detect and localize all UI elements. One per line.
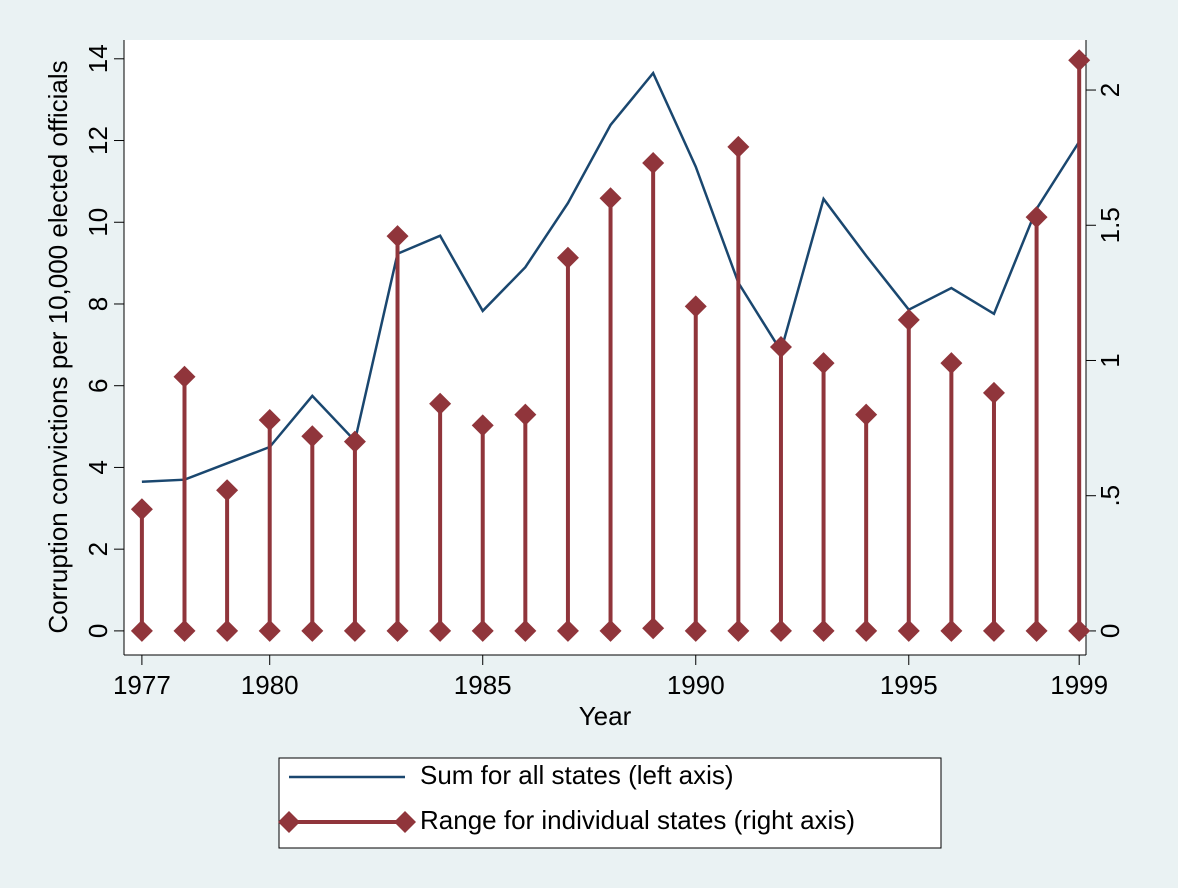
y2-tick-label: 1 (1095, 353, 1125, 367)
y-tick-label: 10 (83, 208, 113, 237)
range-high-cap (386, 225, 409, 248)
y-tick-label: 0 (83, 624, 113, 638)
range-high-cap (258, 408, 281, 431)
range-high-cap (642, 152, 665, 175)
y-tick-label: 4 (83, 460, 113, 474)
y2-tick-label: 0 (1095, 624, 1125, 638)
range-low-cap (982, 619, 1005, 642)
range-low-cap (812, 619, 835, 642)
legend-label: Sum for all states (left axis) (420, 760, 734, 790)
x-tick-label: 1995 (880, 670, 938, 700)
range-high-cap (1025, 206, 1048, 229)
legend-swatch-cap (394, 811, 416, 833)
range-high-cap (982, 381, 1005, 404)
range-high-cap (684, 295, 707, 318)
range-low-cap (216, 619, 239, 642)
range-high-cap (897, 308, 920, 331)
x-axis-title: Year (579, 701, 632, 731)
range-low-cap (897, 619, 920, 642)
range-high-cap (343, 430, 366, 453)
range-low-cap (429, 619, 452, 642)
range-high-cap (727, 135, 750, 158)
range-low-cap (258, 619, 281, 642)
range-high-cap (471, 414, 494, 437)
y-tick-label: 2 (83, 542, 113, 556)
y2-tick-label: 2 (1095, 83, 1125, 97)
range-low-cap (173, 619, 196, 642)
range-high-cap (769, 335, 792, 358)
range-low-cap (940, 619, 963, 642)
x-tick-label: 1980 (241, 670, 299, 700)
y2-tick-label: .5 (1095, 485, 1125, 507)
range-low-cap (130, 619, 153, 642)
range-high-cap (599, 187, 622, 210)
range-low-cap (471, 619, 494, 642)
range-low-cap (1025, 619, 1048, 642)
legend-swatch-cap (278, 811, 300, 833)
range-low-cap (642, 617, 665, 640)
range-low-cap (301, 619, 324, 642)
x-tick-label: 1985 (454, 670, 512, 700)
range-low-cap (386, 619, 409, 642)
range-high-cap (812, 352, 835, 375)
range-high-cap (940, 352, 963, 375)
range-low-cap (343, 619, 366, 642)
x-tick-label: 1999 (1050, 670, 1108, 700)
range-high-cap (556, 246, 579, 269)
y-tick-label: 14 (83, 44, 113, 73)
y2-tick-label: 1.5 (1095, 207, 1125, 243)
range-low-cap (727, 619, 750, 642)
line-series (141, 70, 1081, 483)
range-low-cap (514, 619, 537, 642)
range-low-cap (855, 619, 878, 642)
legend (278, 757, 942, 849)
range-low-cap (769, 619, 792, 642)
range-low-cap (599, 619, 622, 642)
range-high-cap (514, 403, 537, 426)
range-high-cap (173, 365, 196, 388)
range-low-cap (684, 619, 707, 642)
range-high-cap (1068, 49, 1091, 72)
y-tick-label: 8 (83, 297, 113, 311)
range-high-cap (216, 479, 239, 502)
legend-label: Range for individual states (right axis) (420, 805, 855, 835)
y-axis-title: Corruption convictions per 10,000 electe… (43, 60, 73, 633)
range-low-cap (556, 619, 579, 642)
x-tick-label: 1990 (667, 670, 725, 700)
range-low-cap (1068, 619, 1091, 642)
plot-area (124, 40, 1086, 655)
range-high-cap (429, 392, 452, 415)
range-high-cap (130, 498, 153, 521)
range-high-cap (855, 403, 878, 426)
x-tick-label: 1977 (113, 670, 171, 700)
y-tick-label: 6 (83, 378, 113, 392)
y-tick-label: 12 (83, 126, 113, 155)
range-high-cap (301, 425, 324, 448)
